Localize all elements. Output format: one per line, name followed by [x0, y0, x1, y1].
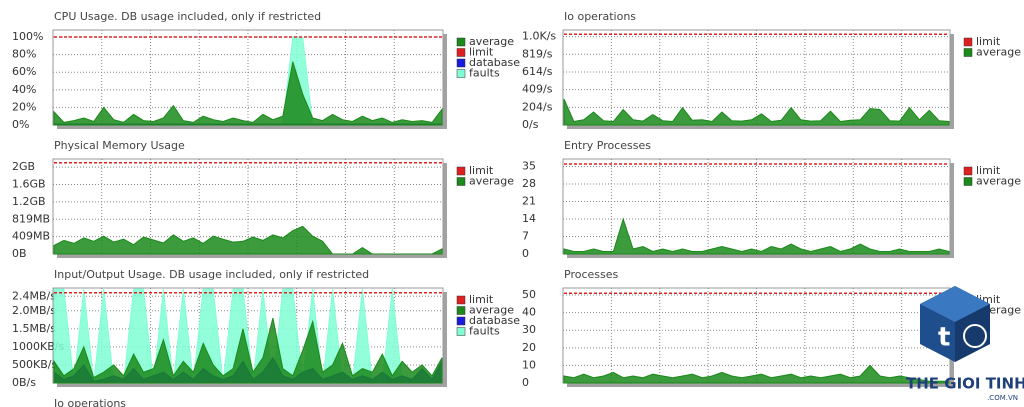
chart-title: Io operations: [564, 10, 636, 23]
series-area: [53, 225, 443, 255]
chart-title: Entry Processes: [564, 139, 651, 152]
y-tick-label: 500KB/s: [12, 358, 57, 371]
y-tick-label: 80%: [12, 48, 36, 61]
y-tick-label: 50: [522, 288, 536, 301]
legend-swatch: [456, 48, 466, 57]
y-tick-label: 1.6GB: [12, 178, 46, 191]
series-area: [563, 98, 950, 126]
legend-label: database: [469, 56, 520, 69]
logo-letter: t: [938, 323, 950, 353]
chart: CPU Usage. DB usage included, only if re…: [12, 10, 520, 131]
y-tick-label: 0B/s: [12, 376, 36, 389]
y-tick-label: 0B: [12, 247, 27, 260]
series-layer: [53, 162, 443, 255]
legend-label: limit: [976, 164, 1001, 177]
y-tick-label: 0/s: [522, 118, 539, 131]
chart-title: CPU Usage. DB usage included, only if re…: [54, 10, 321, 23]
y-tick-label: 28: [522, 177, 536, 190]
series-layer: [563, 163, 950, 255]
legend-swatch: [456, 69, 466, 78]
y-tick-label: 21: [522, 195, 536, 208]
chart-title: Physical Memory Usage: [54, 139, 185, 152]
y-tick-label: 2.4MB/s: [12, 289, 56, 302]
y-tick-label: 0: [522, 247, 529, 260]
y-tick-label: 14: [522, 212, 536, 225]
y-tick-label: 20%: [12, 100, 36, 113]
y-tick-label: 2.0MB/s: [12, 304, 56, 317]
y-tick-label: 819/s: [522, 47, 553, 60]
y-tick-label: 40%: [12, 83, 36, 96]
chart-title: Processes: [564, 268, 618, 281]
y-tick-label: 409/s: [522, 83, 553, 96]
legend-label: average: [469, 35, 514, 48]
y-tick-label: 30: [522, 323, 536, 336]
y-tick-label: 819MB: [12, 212, 50, 225]
legend-swatch: [456, 177, 466, 186]
watermark-text: THE GIOI TINHOC: [906, 375, 1024, 393]
y-tick-label: 1.0K/s: [522, 30, 556, 43]
legend-swatch: [456, 58, 466, 68]
legend-label: average: [469, 175, 514, 188]
legend-swatch: [963, 166, 973, 176]
y-tick-label: 100%: [12, 30, 43, 43]
legend-swatch: [456, 37, 466, 47]
y-tick-label: 1.2GB: [12, 195, 46, 208]
legend-label: average: [469, 304, 514, 317]
legend-swatch: [963, 177, 973, 186]
series-layer: [53, 288, 443, 384]
legend-swatch: [456, 306, 466, 315]
y-tick-label: 614/s: [522, 65, 553, 78]
legend-label: database: [469, 314, 520, 327]
series-area: [53, 61, 443, 126]
plot-area: [562, 287, 951, 384]
y-tick-label: 1.5MB/s: [12, 322, 56, 335]
legend-label: limit: [469, 164, 494, 177]
legend-swatch: [963, 48, 973, 57]
watermark-sub: .COM.VN: [987, 394, 1018, 402]
chart: Physical Memory Usage 0B 409MB 819MB 1.2GB 1.…: [12, 139, 514, 260]
legend-label: average: [976, 175, 1021, 188]
legend-label: faults: [469, 67, 500, 80]
plot-area: [562, 29, 951, 126]
y-tick-label: 0%: [12, 118, 29, 131]
legend-swatch: [456, 316, 466, 326]
y-tick-label: 7: [522, 230, 529, 243]
series-layer: [563, 292, 950, 384]
series-layer: [53, 36, 443, 126]
y-tick-label: 10: [522, 358, 536, 371]
y-tick-label: 0: [522, 376, 529, 389]
series-area: [53, 317, 443, 384]
series-layer: [563, 33, 950, 126]
legend-swatch: [456, 166, 466, 176]
legend-swatch: [456, 327, 466, 336]
series-area: [563, 364, 950, 384]
chart-title: Input/Output Usage. DB usage included, o…: [54, 268, 369, 281]
y-tick-label: 20: [522, 341, 536, 354]
y-tick-label: 60%: [12, 65, 36, 78]
y-tick-label: 40: [522, 306, 536, 319]
chart: Io operations 0/s 204/s 409/s 614/s 819/s 1.0K…: [522, 10, 1021, 131]
plot-area: [52, 29, 444, 126]
watermark-logo: t THE GIOI TINHOC .COM.VN: [906, 286, 1024, 402]
y-tick-label: 35: [522, 160, 536, 173]
y-tick-label: 409MB: [12, 230, 50, 243]
legend-label: limit: [976, 35, 1001, 48]
legend-swatch: [963, 37, 973, 47]
y-tick-label: 1000KB/s: [12, 340, 64, 353]
legend-swatch: [456, 295, 466, 305]
legend-label: average: [976, 46, 1021, 59]
y-tick-label: 2GB: [12, 160, 35, 173]
series-area: [563, 217, 950, 255]
legend-label: limit: [469, 293, 494, 306]
chart: Input/Output Usage. DB usage included, o…: [12, 268, 520, 389]
partial-chart-title: Io operations: [54, 397, 126, 407]
y-tick-label: 204/s: [522, 100, 553, 113]
legend-label: limit: [469, 46, 494, 59]
legend-label: faults: [469, 325, 500, 338]
